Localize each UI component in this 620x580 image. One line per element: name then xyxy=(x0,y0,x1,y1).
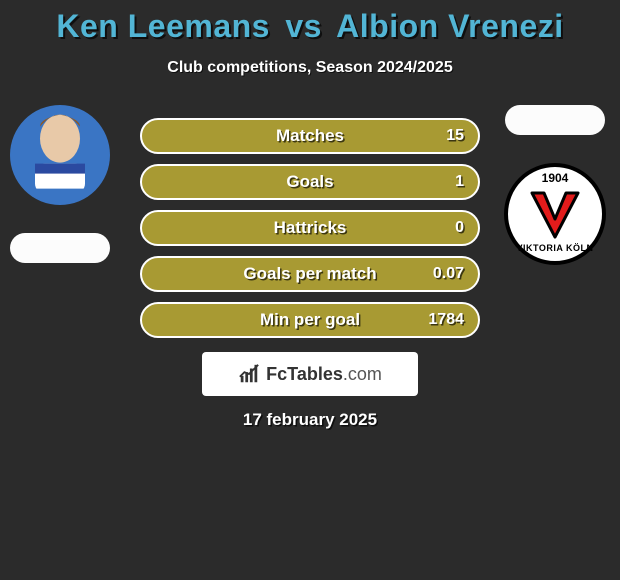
stat-label: Hattricks xyxy=(274,218,347,238)
stat-label: Goals per match xyxy=(243,264,376,284)
brand-badge: FcTables.com xyxy=(202,352,418,396)
page-title: Ken Leemans vs Albion Vrenezi xyxy=(0,0,620,45)
brand-chart-icon xyxy=(238,363,260,385)
stat-label: Matches xyxy=(276,126,344,146)
stat-bar: Goals 1 xyxy=(140,164,480,200)
stat-bar: Goals per match 0.07 xyxy=(140,256,480,292)
stat-bar: Hattricks 0 xyxy=(140,210,480,246)
title-vs: vs xyxy=(279,8,328,44)
stat-label: Min per goal xyxy=(260,310,360,330)
stat-value-right: 1784 xyxy=(428,311,464,329)
stat-label: Goals xyxy=(286,172,333,192)
player2-club-pill xyxy=(505,105,605,135)
title-player2: Albion Vrenezi xyxy=(336,8,563,44)
stat-bar: Min per goal 1784 xyxy=(140,302,480,338)
stat-value-right: 0.07 xyxy=(433,265,464,283)
badge-name: VIKTORIA KÖLN xyxy=(516,243,593,253)
brand-main: Tables xyxy=(287,364,343,384)
stat-value-right: 15 xyxy=(446,127,464,145)
avatar-placeholder-icon xyxy=(25,109,95,189)
stat-bar: Matches 15 xyxy=(140,118,480,154)
brand-prefix: Fc xyxy=(266,364,287,384)
date-label: 17 february 2025 xyxy=(0,410,620,430)
badge-v-icon xyxy=(526,185,584,243)
player1-club-pill xyxy=(10,233,110,263)
comparison-bars: Matches 15 Goals 1 Hattricks 0 Goals per match… xyxy=(140,118,480,338)
badge-year: 1904 xyxy=(542,171,569,185)
subtitle: Club competitions, Season 2024/2025 xyxy=(0,59,620,77)
right-column: 1904 VIKTORIA KÖLN xyxy=(500,105,610,265)
stat-value-right: 1 xyxy=(455,173,464,191)
left-column xyxy=(10,105,110,263)
player1-avatar xyxy=(10,105,110,205)
player2-club-badge: 1904 VIKTORIA KÖLN xyxy=(504,163,606,265)
title-player1: Ken Leemans xyxy=(56,8,270,44)
stat-value-right: 0 xyxy=(455,219,464,237)
brand-suffix: .com xyxy=(343,364,382,384)
brand-text: FcTables.com xyxy=(266,364,382,385)
